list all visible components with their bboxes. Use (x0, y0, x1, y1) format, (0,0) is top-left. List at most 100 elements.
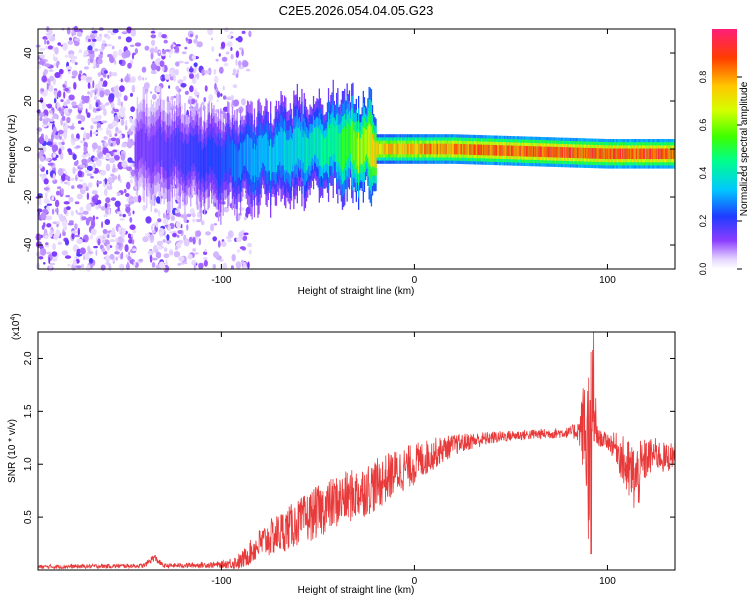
spectrogram-ridge-cell (390, 143, 392, 155)
spectrogram-noise-cell (107, 30, 112, 33)
spectrogram-ridge-cell (373, 138, 375, 167)
spectrogram-noise-cell (150, 70, 157, 75)
spectrogram-ridge-cell (341, 129, 344, 172)
spectrogram-ridge-cell (166, 137, 169, 178)
spectrogram-noise-cell (230, 95, 234, 101)
spectrogram-ridge-cell (561, 147, 564, 158)
spectrogram-noise-cell (208, 94, 214, 102)
spectrogram-noise-cell (87, 245, 91, 252)
spectrogram-ridge-cell (148, 141, 150, 168)
spectrogram-noise-cell (46, 223, 52, 228)
spectrogram-noise-cell (174, 46, 180, 53)
spectrogram-ridge-cell (544, 146, 546, 158)
spectrogram-noise-cell (49, 75, 55, 82)
spectrogram-ridge-cell (580, 147, 582, 159)
spectrogram-noise-cell (117, 111, 123, 116)
spectrogram-ridge-cell (541, 146, 543, 158)
spectrogram-noise-cell (160, 76, 162, 80)
spectrogram-ridge-cell (305, 137, 308, 171)
spectrogram-ridge-cell (508, 145, 510, 156)
spectrogram-noise-cell (56, 190, 60, 196)
spectrogram-ridge-cell (633, 148, 635, 160)
spectrogram-noise-cell (64, 80, 67, 86)
spectrogram-noise-cell (159, 231, 164, 237)
spectrogram-ridge-cell (312, 126, 315, 160)
spectrogram-ridge-cell (195, 133, 198, 172)
spectrogram-ridge-cell (224, 143, 227, 173)
spectrogram-noise-cell (100, 77, 104, 82)
spectrogram-ridge-cell (405, 143, 407, 155)
spectrogram-ridge-cell (545, 146, 547, 158)
spectrogram-ridge-cell (446, 143, 448, 155)
spectrogram-ridge-cell (314, 128, 316, 155)
spectrogram-ridge-cell (455, 143, 457, 155)
spectrogram-noise-cell (83, 146, 88, 153)
spectrogram-noise-cell (53, 56, 58, 62)
spectrogram-ridge-cell (470, 144, 472, 155)
spectrogram-noise-cell (104, 142, 108, 147)
spectrogram-ridge-cell (416, 143, 418, 155)
spectrogram-noise-cell (57, 129, 64, 135)
spectrogram-ridge-cell (425, 143, 427, 155)
spectrogram-ridge-cell (660, 148, 662, 160)
spectrogram-noise-cell (177, 60, 184, 64)
spectrogram-noise-cell (98, 79, 105, 86)
spectrogram-ridge-cell (242, 141, 244, 171)
spectrogram-ridge-cell (237, 151, 239, 179)
spectrogram-noise-cell (103, 213, 108, 218)
spectrogram-ridge-cell (615, 148, 617, 160)
spectrogram-noise-cell (86, 76, 93, 81)
spectrogram-ridge-cell (149, 138, 151, 173)
spectrogram-ridge-cell (623, 148, 625, 160)
spectrogram-ridge-cell (273, 144, 275, 172)
spectrogram-noise-cell (44, 63, 51, 67)
spectrogram-noise-cell (150, 34, 157, 39)
spectrogram-noise-cell (229, 31, 234, 34)
spectrogram-noise-cell (66, 27, 71, 35)
spectrogram-noise-cell (48, 138, 51, 142)
spectrogram-ridge-cell (398, 143, 400, 155)
spectrogram-noise-cell (38, 256, 44, 260)
spectrogram-noise-cell (134, 48, 139, 54)
spectrogram-noise-cell (61, 250, 69, 256)
spectrogram-noise-cell (63, 131, 67, 140)
spectrogram-noise-cell (137, 75, 142, 81)
spectrogram-ridge-cell (553, 146, 556, 158)
spectrogram-ridge-cell (139, 130, 141, 161)
spectrogram-ridge-cell (573, 147, 575, 159)
spectrogram-noise-cell (243, 232, 249, 236)
spectrogram-noise-cell (173, 73, 177, 82)
spectrogram-ridge-cell (227, 135, 229, 174)
spectrogram-ridge-cell (673, 148, 675, 160)
spectrogram-ridge-cell (608, 148, 610, 160)
spectrogram-noise-cell (115, 244, 119, 249)
spectrogram-noise-cell (145, 216, 152, 224)
spectrogram-noise-cell (88, 50, 95, 55)
spectrogram-ridge-cell (448, 143, 450, 155)
spectrogram-ridge-cell (507, 145, 509, 156)
spectrogram-ridge-cell (464, 144, 466, 155)
spectrogram-noise-cell (179, 262, 185, 265)
spectrogram-ridge-cell (447, 143, 449, 155)
spectrogram-noise-cell (189, 85, 194, 93)
spectrogram-noise-cell (45, 242, 49, 246)
spectrogram-noise-cell (47, 103, 53, 109)
spectrogram-noise-cell (162, 49, 167, 55)
spectrogram-noise-cell (177, 230, 183, 234)
spectrogram-noise-cell (118, 36, 122, 40)
spectrogram-noise-cell (93, 96, 98, 101)
spectrogram-ridge-cell (387, 143, 389, 155)
spectrogram-ridge-cell (637, 148, 639, 160)
spectrogram-noise-cell (163, 265, 166, 271)
spectrogram-ridge-cell (330, 124, 332, 157)
spectrogram-noise-cell (94, 194, 99, 199)
spectrogram-noise-cell (121, 31, 128, 35)
spectrogram-noise-cell (175, 221, 182, 229)
spectrogram-noise-cell (101, 221, 104, 229)
spectrogram-ridge-cell (638, 148, 640, 160)
spectrogram-noise-cell (195, 34, 199, 40)
spectrogram-noise-cell (59, 214, 64, 222)
spectrogram-ridge-cell (191, 135, 193, 167)
spectrogram-ridge-cell (136, 131, 139, 169)
spectrogram-noise-cell (67, 40, 74, 45)
